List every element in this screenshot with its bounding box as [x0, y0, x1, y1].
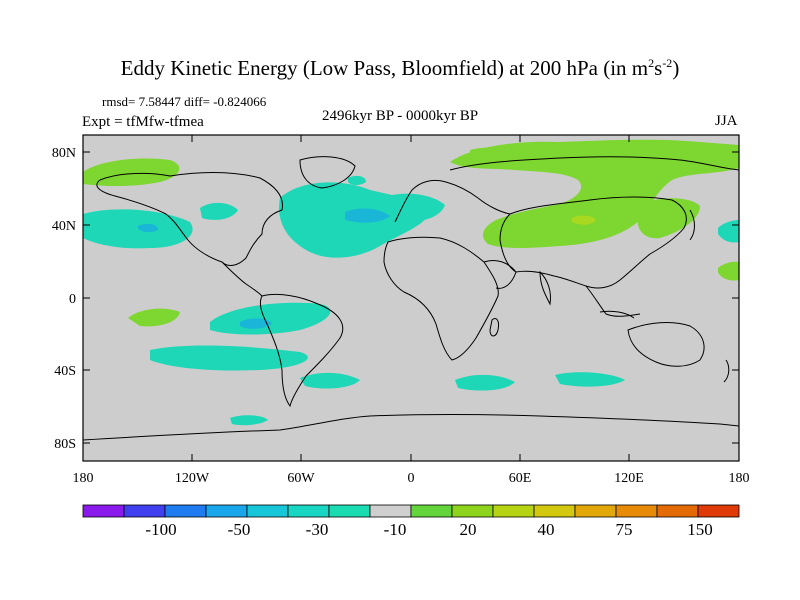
lon-label: 180: [73, 471, 94, 486]
coast-greenland: [299, 156, 356, 189]
experiment-label: Expt = tfMfw-tfmea: [82, 114, 204, 130]
colorbar-label: 20: [460, 520, 477, 539]
coast-arabia: [483, 259, 517, 289]
colorbar-label: -50: [228, 520, 251, 539]
cyan-patch-south-atlantic: [300, 372, 360, 389]
cyan-patch-western-us: [200, 202, 238, 220]
title-close: ): [672, 56, 680, 80]
green-patch-pacific-east: [718, 261, 739, 281]
colorbar-labels: -100 -50 -30 -10 20 40 75 150: [145, 520, 712, 539]
title-text: Eddy Kinetic Energy (Low Pass, Bloomfiel…: [120, 56, 649, 80]
coast-antarctica: [83, 414, 739, 441]
cyan-core-atlantic: [345, 208, 390, 223]
lat-label: 0: [69, 292, 76, 307]
plot-title: Eddy Kinetic Energy (Low Pass, Bloomfiel…: [0, 56, 800, 81]
coast-new-zealand: [723, 359, 730, 383]
colorbar-cell: [615, 504, 658, 518]
coastlines: [83, 156, 739, 441]
cyan-core-south-pacific: [240, 318, 272, 329]
lon-label: 120E: [614, 471, 644, 486]
colorbar-label: 75: [616, 520, 633, 539]
lon-label: 120W: [175, 471, 210, 486]
colorbar-cell: [656, 504, 699, 518]
coast-africa: [383, 236, 499, 361]
cyan-core-pacific: [138, 223, 158, 233]
colorbar-cell: [451, 504, 494, 518]
lat-labels: 80N 40N 0 40S 80S: [52, 146, 76, 452]
colorbar-cell: [492, 504, 535, 518]
colorbar-cell: [164, 504, 207, 518]
cyan-patch-europe: [379, 193, 445, 222]
lon-label: 60E: [509, 471, 532, 486]
title-sup2: -2: [662, 56, 673, 70]
coast-india: [539, 270, 551, 306]
green-patch-pacific-south: [128, 308, 180, 327]
lon-labels: 180 120W 60W 0 60E 120E 180: [73, 471, 750, 486]
coast-australia: [627, 322, 705, 367]
colorbar-label: 40: [538, 520, 555, 539]
cyan-patch-south-pacific: [210, 302, 331, 335]
green-patch-north-america: [83, 158, 180, 186]
cyan-patch-south-band: [150, 345, 308, 371]
period-label: 2496kyr BP - 0000kyr BP: [322, 108, 479, 124]
coast-north-america: [96, 172, 284, 266]
colorbar-label: -30: [306, 520, 329, 539]
coast-arctic-asia: [449, 156, 739, 171]
coast-central-america: [221, 261, 263, 297]
green-patch-arctic-asia: [450, 139, 739, 248]
coast-south-america: [259, 293, 344, 408]
lat-label: 40S: [54, 364, 76, 379]
colorbar-cell: [410, 504, 453, 518]
cyan-patch-southern-pacific: [230, 415, 268, 426]
green-core-central-asia: [572, 215, 596, 225]
season-label: JJA: [715, 113, 738, 129]
title-mid: s: [654, 56, 663, 80]
colorbar-label: 150: [687, 520, 713, 539]
coast-japan: [689, 209, 695, 241]
colorbar-cell: [123, 504, 166, 518]
cyan-patch-indian-ocean: [455, 374, 515, 391]
colorbar-cell: [287, 504, 330, 518]
lat-label: 40N: [52, 219, 76, 234]
cyan-patch-south-indian: [555, 372, 625, 387]
cyan-patch-small-europe: [348, 175, 366, 185]
lon-label: 180: [729, 471, 750, 486]
colorbar-label: -10: [384, 520, 407, 539]
colorbar-cell: [697, 504, 740, 518]
coast-madagascar: [489, 317, 499, 337]
colorbar-cell: [82, 504, 125, 518]
colorbar-cell: [533, 504, 576, 518]
colorbar-cell: [328, 504, 371, 518]
anomaly-fields: [83, 139, 739, 441]
lon-ticks: [82, 135, 740, 461]
colorbar-cell: [246, 504, 289, 518]
colorbar-label: -100: [145, 520, 176, 539]
coast-europe: [394, 179, 511, 223]
lon-label: 60W: [287, 471, 315, 486]
colorbar-cell: [574, 504, 617, 518]
stats-label: rmsd= 7.58447 diff= -0.824066: [102, 94, 267, 109]
title-sup1: 2: [648, 56, 655, 70]
cyan-patch-east-pacific: [718, 220, 739, 243]
lon-label: 0: [408, 471, 415, 486]
green-patch-arctic-2: [470, 147, 535, 164]
green-patch-east-asia: [637, 198, 700, 239]
coast-indonesia: [599, 310, 635, 319]
lat-label: 80N: [52, 146, 76, 161]
colorbar: [82, 504, 740, 518]
lat-label: 80S: [54, 437, 76, 452]
lat-ticks: [83, 151, 739, 444]
colorbar-cell: [369, 504, 412, 518]
colorbar-cell: [205, 504, 248, 518]
coast-asia: [499, 196, 687, 289]
cyan-patch-north-pacific: [83, 209, 193, 249]
